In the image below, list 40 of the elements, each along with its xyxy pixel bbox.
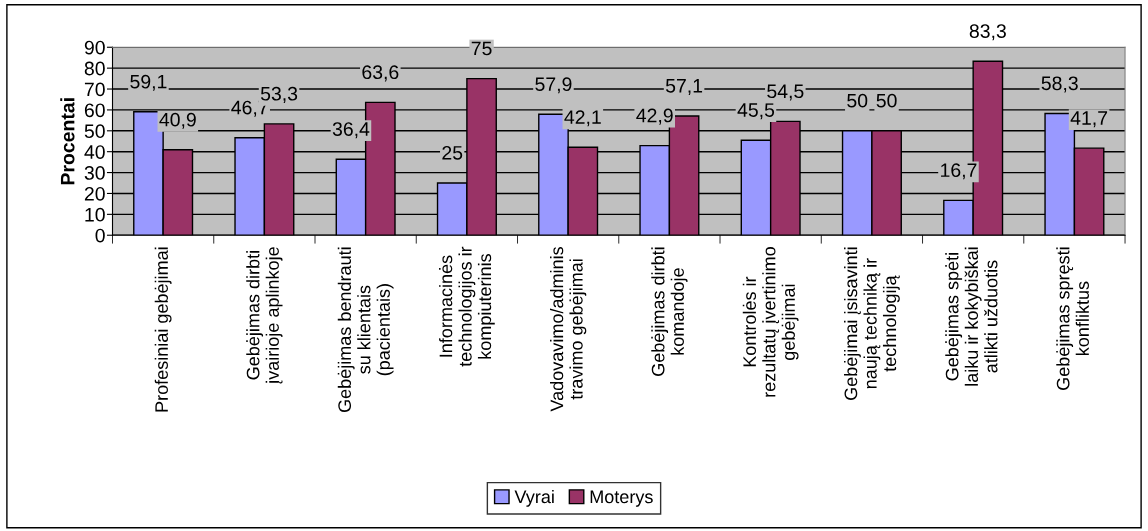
y-tick-label: 80 — [84, 61, 105, 76]
data-label: 25 — [442, 145, 463, 160]
data-label: 50 — [847, 93, 868, 108]
x-tick-label: Gebėjimas bendrauti su klientais (pacientais) — [337, 247, 394, 413]
legend-label: Moterys — [590, 490, 653, 507]
data-label: 57,9 — [535, 77, 572, 94]
x-tick-label: Vadovavimo/adminis travimo gebėjimai — [550, 246, 587, 412]
x-tick-label: Gebėjimai įsisavinti naują techniką ir technologiją — [844, 247, 900, 400]
y-tick-label: 10 — [85, 207, 105, 222]
x-tick-label: Profesiniai gebėjimai — [154, 247, 172, 412]
y-tick-label: 60 — [84, 103, 105, 118]
data-label: 45,5 — [737, 103, 775, 120]
data-label: 83,3 — [969, 24, 1006, 41]
data-label: 63,6 — [362, 65, 399, 82]
y-tick-label: 50 — [84, 124, 105, 139]
data-label: 57,1 — [665, 79, 703, 95]
data-label: 42,9 — [636, 108, 673, 125]
data-label: 41,7 — [1070, 111, 1108, 128]
x-tick-label: Gebėjimas spręsti konfliktus — [1056, 247, 1089, 390]
y-tick-label: 90 — [84, 40, 105, 55]
x-tick-label: Gebėjimas dirbti komandoje — [651, 247, 688, 376]
data-label: 75 — [471, 41, 492, 56]
data-label: 40,9 — [159, 112, 196, 129]
y-axis-title: Procentai — [60, 98, 75, 185]
data-label: 59,1 — [130, 74, 167, 91]
x-tick-label: Gebėjimas dirbti įvairioje aplinkoje — [246, 247, 283, 384]
legend-label: Vyrai — [514, 489, 554, 507]
y-tick-label: 20 — [84, 186, 105, 201]
data-label: 58,3 — [1041, 76, 1078, 93]
y-tick-label: 70 — [84, 82, 105, 97]
data-label: 16,7 — [941, 163, 977, 180]
data-label: 50 — [876, 93, 897, 108]
y-tick-label: 0 — [95, 228, 105, 243]
x-tick-label: Kontrolės ir rezultatų įvertinimo gebėjimai — [742, 247, 799, 397]
y-tick-label: 30 — [84, 166, 105, 180]
data-label: 36,4 — [332, 122, 370, 139]
data-label: 42,1 — [564, 110, 601, 127]
data-label: 54,5 — [767, 84, 804, 101]
y-tick-label: 40 — [84, 145, 105, 159]
x-tick-label: Informacinės technologijos ir kompiuterinis — [439, 246, 495, 367]
